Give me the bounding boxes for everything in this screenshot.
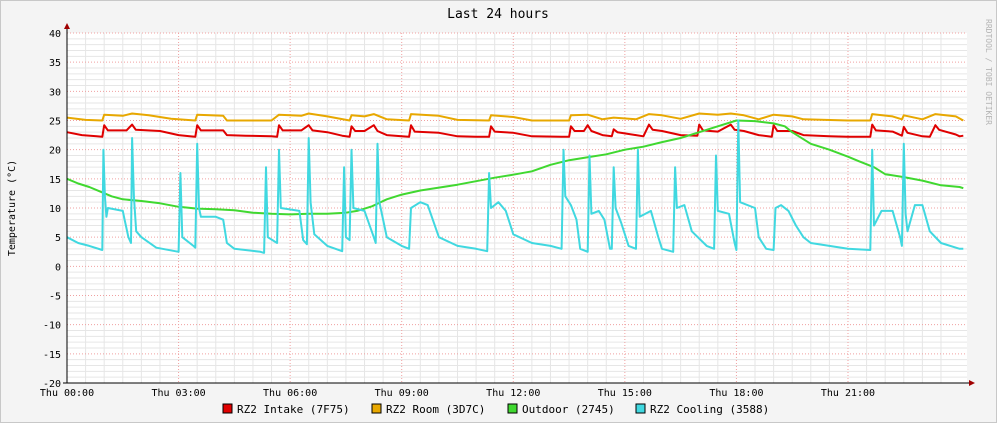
y-tick-label: 30 <box>49 87 61 98</box>
y-axis-label: Temperature (°C) <box>7 160 18 256</box>
legend-label: Outdoor (2745) <box>522 403 615 416</box>
series-line-1 <box>66 123 964 138</box>
series-line-4 <box>66 119 964 254</box>
series-line-2 <box>66 112 964 122</box>
legend-swatch <box>371 403 382 414</box>
x-tick-label: Thu 00:00 <box>40 388 94 399</box>
legend-label: RZ2 Room (3D7C) <box>386 403 485 416</box>
y-tick-label: 40 <box>49 29 61 40</box>
x-tick-label: Thu 18:00 <box>709 388 763 399</box>
x-tick-label: Thu 12:00 <box>486 388 540 399</box>
legend-swatch <box>507 403 518 414</box>
x-axis-arrow <box>969 380 975 386</box>
chart-title: Last 24 hours <box>447 7 549 22</box>
legend-swatch <box>222 403 233 414</box>
y-tick-label: -15 <box>43 350 61 361</box>
y-tick-label: 5 <box>55 233 61 244</box>
legend-label: RZ2 Cooling (3588) <box>650 403 769 416</box>
x-tick-label: Thu 21:00 <box>821 388 875 399</box>
y-tick-label: -20 <box>43 379 61 390</box>
y-tick-label: 20 <box>49 146 61 157</box>
x-tick-label: Thu 06:00 <box>263 388 317 399</box>
y-tick-label: -5 <box>49 292 61 303</box>
legend-swatch <box>635 403 646 414</box>
x-tick-label: Thu 03:00 <box>151 388 205 399</box>
y-tick-label: 0 <box>55 262 61 273</box>
y-tick-label: -10 <box>43 321 61 332</box>
watermark-text: RRDTOOL / TOBI OETIKER <box>984 19 993 125</box>
series-line-3 <box>66 119 964 216</box>
y-tick-label: 15 <box>49 175 61 186</box>
x-tick-label: Thu 09:00 <box>375 388 429 399</box>
y-tick-label: 35 <box>49 58 61 69</box>
x-tick-label: Thu 15:00 <box>598 388 652 399</box>
y-axis-arrow <box>64 23 70 29</box>
y-tick-label: 10 <box>49 204 61 215</box>
legend-label: RZ2 Intake (7F75) <box>237 403 350 416</box>
y-tick-label: 25 <box>49 117 61 128</box>
